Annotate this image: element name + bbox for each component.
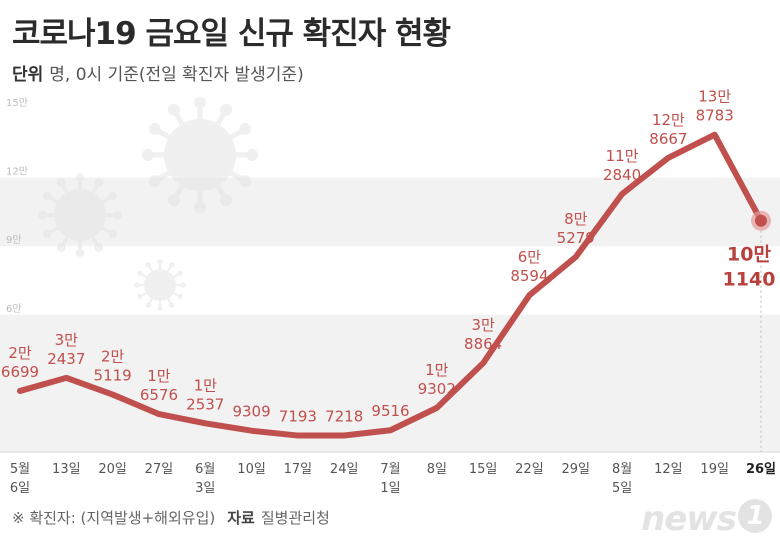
logo-text: news [641,499,737,539]
data-label: 13만 8783 [696,88,734,125]
data-label: 8만 5279 [557,210,595,247]
series-path [17,131,764,439]
data-label: 1만 2537 [186,376,224,413]
virus-decoration [37,96,259,311]
highlight-point [755,214,767,227]
band [0,383,780,452]
x-tick-label: 6월 3일 [195,462,215,496]
source-label: 자료 [227,509,255,527]
data-label: 1만 6576 [140,367,178,404]
virus-icon [134,259,186,311]
x-tick-label: 7월 1일 [380,462,400,496]
x-tick-label: 29일 [561,462,590,477]
data-label: 7193 [279,408,317,426]
x-tick-label: 19일 [700,462,729,477]
y-tick-label: 15만 [6,97,28,109]
data-label: 9309 [232,403,270,421]
x-tick-label: 10일 [237,462,266,477]
y-axis: 6만 9만 12만 15만 [6,97,28,315]
data-label: 9516 [371,402,409,420]
y-tick-label: 9만 [6,234,22,246]
series-line [17,131,771,439]
x-tick-label: 26일 [746,462,776,477]
data-label: 6만 8594 [510,248,548,285]
band [0,314,780,384]
x-tick-label: 13일 [52,462,81,477]
band [0,177,780,247]
data-label: 2만 6699 [1,344,39,381]
x-tick-label: 24일 [330,462,359,477]
x-tick-label: 12일 [654,462,683,477]
x-tick-label: 17일 [284,462,313,477]
news1-logo: news 1 [641,499,772,539]
data-label: 3만 2437 [47,331,85,368]
virus-icon [141,96,259,214]
data-label: 2만 5119 [94,348,132,385]
virus-icon [37,172,123,258]
chart-title: 코로나19 금요일 신규 확진자 현황 [12,16,451,52]
x-tick-label: 22일 [515,462,544,477]
x-tick-label: 15일 [469,462,498,477]
x-tick-label: 20일 [98,462,127,477]
y-tick-label: 12만 [6,166,28,178]
footer: ※ 확진자: (지역발생+해외유입) 자료 질병관리청 [12,507,330,528]
chart-bands [0,177,780,453]
logo-mark: 1 [738,499,772,533]
source-text: 질병관리청 [260,509,330,527]
data-label: 3만 8864 [464,316,502,353]
x-tick-label: 8일 [427,462,447,477]
x-tick-label: 5월 6일 [10,462,30,496]
data-label: 12만 8667 [649,111,687,148]
x-tick-label: 8월 5일 [612,462,632,496]
x-axis: 5월 6일 13일 20일 27일 6월 3일 10일 17일 24일 7월 1일 8일 15일 22일 29… [10,462,776,496]
data-label: 1만 9302 [418,361,456,398]
y-tick-label: 6만 [6,303,22,315]
unit-text: 명, 0시 기준(전일 확진자 발생기준) [49,65,304,85]
data-label: 10만 1140 [723,244,776,291]
footnote: ※ 확진자: (지역발생+해외유입) [12,509,216,527]
unit-row: 단위 명, 0시 기준(전일 확진자 발생기준) [12,60,304,85]
unit-label: 단위 [12,65,44,85]
data-label: 11만 2840 [603,147,641,184]
data-label: 7218 [325,407,363,425]
x-tick-label: 27일 [145,462,174,477]
